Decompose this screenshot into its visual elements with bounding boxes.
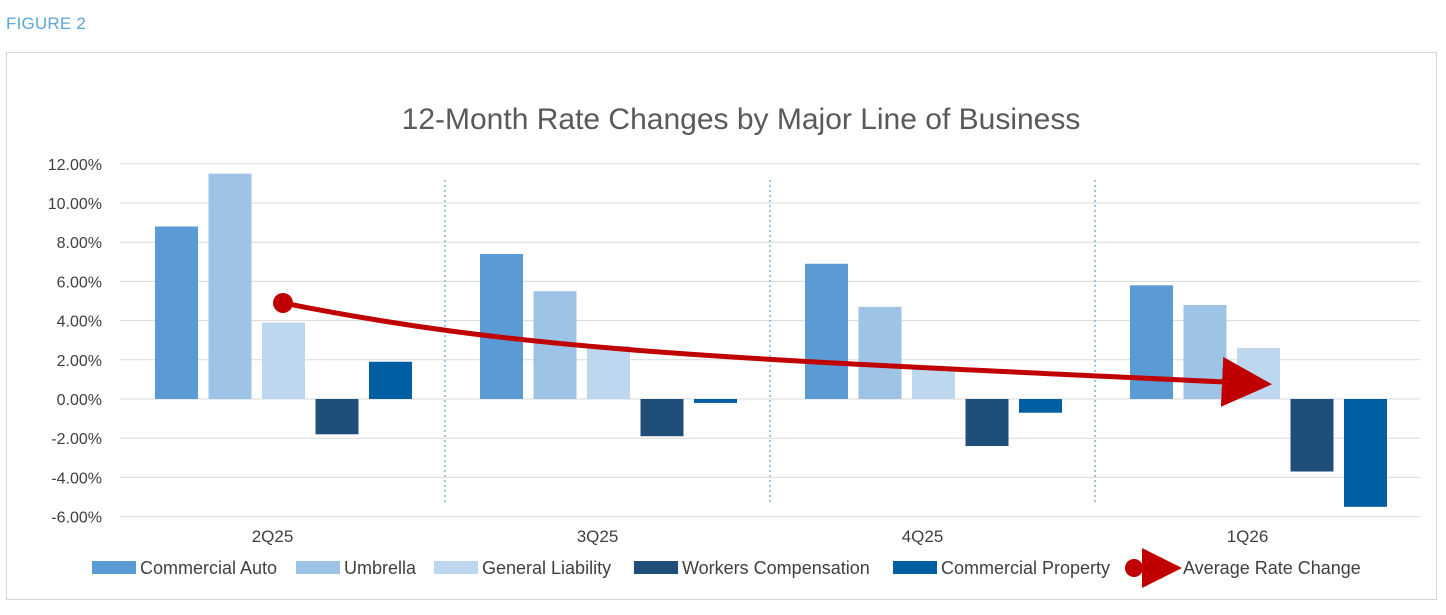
bar-commercial-property-4q25 (1019, 399, 1062, 413)
bar-commercial-auto-4q25 (805, 263, 848, 399)
bar-commercial-property-2q25 (369, 361, 412, 399)
y-tick-label: 6.00% (57, 274, 102, 291)
bar-workers-compensation-1q26 (1290, 399, 1334, 472)
y-tick-label: 4.00% (57, 314, 102, 331)
legend-label: Commercial Auto (140, 558, 277, 578)
y-tick-label: 0.00% (57, 392, 102, 409)
y-tick-label: 8.00% (57, 235, 102, 252)
legend-label: Average Rate Change (1183, 558, 1361, 578)
bar-commercial-auto-2q25 (155, 226, 198, 399)
bar-workers-compensation-3q25 (640, 399, 684, 437)
y-tick-label: 12.00% (48, 157, 102, 174)
y-tick-label: 10.00% (48, 196, 102, 213)
x-category-label: 4Q25 (902, 527, 944, 546)
bar-general-liability-1q26 (1237, 348, 1280, 399)
y-tick-label: 2.00% (57, 353, 102, 370)
y-tick-label: -2.00% (51, 431, 102, 448)
legend-swatch-commercial-property (893, 561, 937, 574)
bar-commercial-property-3q25 (694, 399, 737, 403)
bar-workers-compensation-4q25 (965, 399, 1009, 447)
legend-swatch-workers-compensation (634, 561, 678, 574)
legend-label: General Liability (482, 558, 611, 578)
bar-umbrella-4q25 (858, 306, 902, 399)
bar-general-liability-3q25 (587, 346, 630, 399)
legend-swatch-commercial-auto (92, 561, 136, 574)
bar-umbrella-1q26 (1183, 304, 1227, 399)
bar-umbrella-2q25 (208, 173, 252, 399)
bar-commercial-auto-3q25 (480, 253, 523, 399)
bar-general-liability-4q25 (912, 367, 955, 399)
y-tick-label: -4.00% (51, 470, 102, 487)
bar-commercial-property-1q26 (1344, 399, 1387, 507)
legend-label: Umbrella (344, 558, 417, 578)
y-tick-label: -6.00% (51, 510, 102, 527)
bar-general-liability-2q25 (262, 322, 305, 399)
bar-workers-compensation-2q25 (315, 399, 359, 435)
bar-commercial-auto-1q26 (1130, 285, 1173, 399)
legend-trend-marker (1125, 559, 1143, 577)
x-category-label: 3Q25 (577, 527, 619, 546)
average-rate-change-start-marker (273, 292, 293, 313)
legend-swatch-general-liability (434, 561, 478, 574)
x-category-label: 2Q25 (252, 527, 294, 546)
legend-swatch-umbrella (296, 561, 340, 574)
average-rate-change-line (282, 300, 1272, 407)
x-category-label: 1Q26 (1227, 527, 1269, 546)
legend-label: Workers Compensation (682, 558, 870, 578)
chart-title: 12-Month Rate Changes by Major Line of B… (402, 103, 1081, 136)
legend-label: Commercial Property (941, 558, 1110, 578)
figure-label: FIGURE 2 (6, 14, 87, 33)
